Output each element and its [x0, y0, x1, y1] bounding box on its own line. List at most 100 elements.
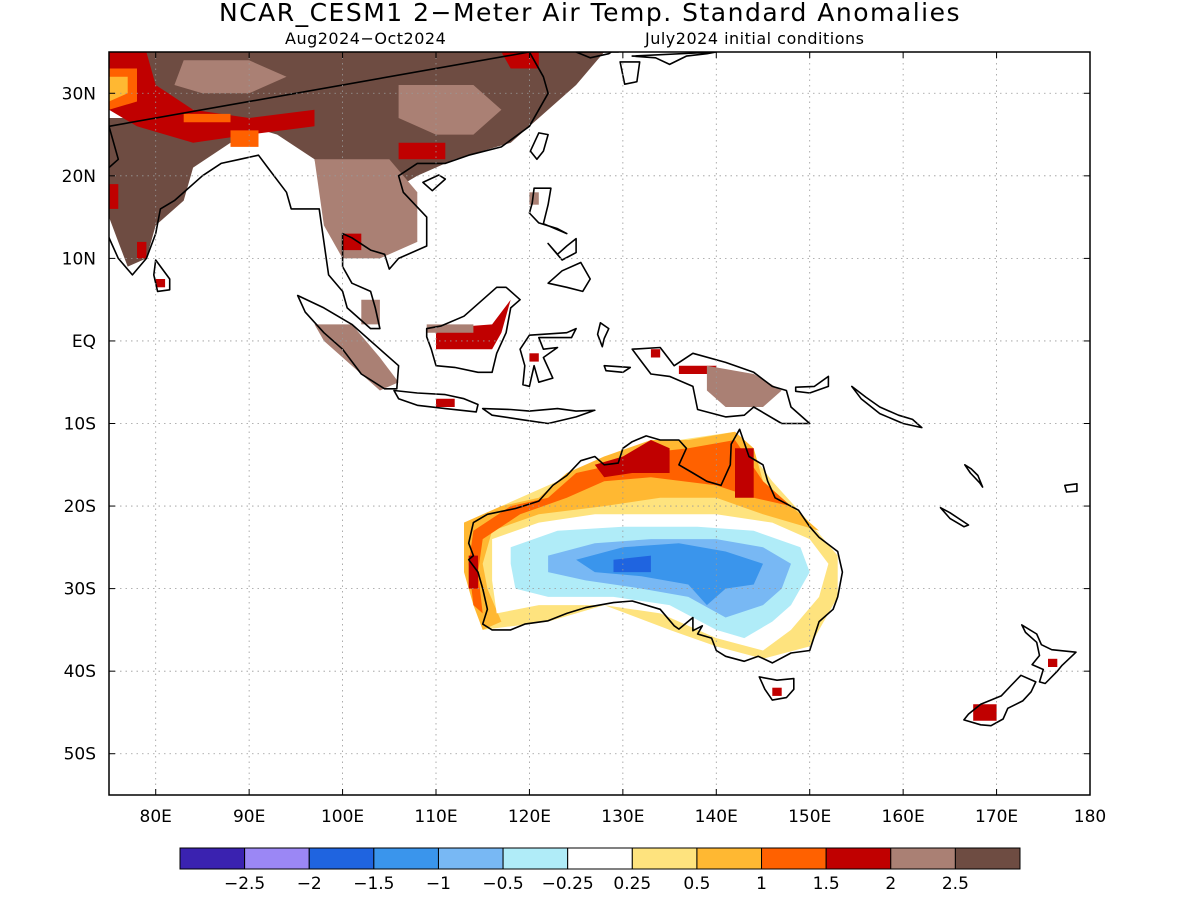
colorbar-swatch — [890, 847, 956, 870]
coastline-nz-south — [963, 674, 1037, 727]
coastline-borneo — [425, 286, 521, 374]
coastline-vanuatu — [963, 463, 984, 488]
coastline-sulawesi — [519, 327, 577, 388]
coastline-australia — [467, 428, 844, 664]
lon-tick-label: 180 — [1074, 807, 1106, 827]
colorbar-label: −1.5 — [353, 874, 394, 894]
graticule — [109, 52, 1090, 795]
coastline-sri-lanka — [153, 259, 171, 293]
anomaly-tibet-lightbrown — [174, 60, 287, 94]
anomaly-australia-darkblue — [613, 555, 651, 573]
lat-tick-label: 20N — [62, 167, 96, 187]
colorbar-label: −2 — [297, 874, 322, 894]
colorbar-label: 2.5 — [942, 874, 969, 894]
coastline-korea — [575, 52, 620, 59]
coastline-new-caledonia — [939, 506, 970, 528]
anomaly-pakistan-yellow — [109, 76, 128, 102]
colorbar-swatch — [502, 847, 569, 870]
anomaly-nepal-orange — [183, 113, 231, 123]
lat-tick-label: 10S — [64, 415, 96, 435]
lon-tick-label: 160E — [882, 807, 925, 827]
coastline-new-britain — [794, 375, 830, 394]
lat-tick-label: 10N — [62, 249, 96, 269]
lat-tick-label: 20S — [64, 497, 96, 517]
colorbar-swatch — [696, 847, 763, 870]
anomaly-indochina-red — [342, 233, 362, 251]
lat-tick-label: 30N — [62, 84, 96, 104]
axis-ticks: 80E 90E 100E 110E 120E 130E 140E 150E 160E 170E 18… — [62, 52, 1106, 827]
coastline-fiji — [1064, 482, 1078, 493]
coastline-lesser-sunda — [481, 407, 596, 425]
anomaly-sulawesi-red — [529, 353, 539, 362]
lon-tick-label: 130E — [601, 807, 644, 827]
coastline-japan-kyushu — [619, 61, 641, 85]
anomaly-java-red — [436, 398, 455, 407]
lat-tick-label: 40S — [64, 662, 96, 682]
coastline-asia-mainland — [109, 52, 549, 330]
coastline-nz-north — [1020, 624, 1077, 685]
colorbar-label: 1 — [756, 874, 767, 894]
lon-tick-label: 120E — [508, 807, 551, 827]
anomaly-nz-north-red — [1048, 658, 1058, 667]
anomaly-malaya-lightbrown — [361, 299, 380, 325]
colorbar-label: −0.25 — [542, 874, 594, 894]
lat-tick-label: 30S — [64, 580, 96, 600]
anomaly-india-west-red — [109, 184, 119, 209]
colorbar-label: 1.5 — [813, 874, 840, 894]
coastline-philippine-islands — [547, 237, 577, 261]
colorbar-swatch — [308, 847, 375, 870]
anomaly-borneo-red — [436, 299, 511, 350]
anomaly-newguinea-lightbrown — [706, 365, 782, 407]
colorbar-label: 0.25 — [613, 874, 651, 894]
anomaly-indochina-lightbrown — [314, 159, 418, 259]
anomaly-china-lightbrown — [398, 85, 502, 135]
initial-conditions: July2024 initial conditions — [645, 29, 865, 48]
lon-tick-label: 80E — [140, 807, 172, 827]
coastline-sumatra — [296, 294, 400, 390]
colorbar-swatch — [179, 847, 246, 870]
forecast-period: Aug2024−Oct2024 — [285, 29, 447, 48]
colorbar: −2.5 −2 −1.5 −1 −0.5 −0.25 0.25 0.5 1 1.5 2 2.5 — [179, 847, 1021, 894]
coastline-luzon — [528, 187, 568, 235]
coastline-taiwan — [529, 132, 549, 161]
lon-tick-label: 150E — [788, 807, 831, 827]
lon-tick-label: 110E — [414, 807, 457, 827]
map-title: NCAR_CESM1 2−Meter Air Temp. Standard An… — [218, 0, 962, 27]
colorbar-label: −2.5 — [224, 874, 265, 894]
anomaly-capeyork-red — [735, 448, 754, 498]
coastline-halmahera — [596, 321, 610, 348]
lon-tick-label: 90E — [233, 807, 265, 827]
lat-tick-label: 50S — [64, 745, 96, 765]
anomaly-tasmania-red — [772, 687, 782, 696]
colorbar-label: −1 — [426, 874, 451, 894]
anomaly-nz-south-red — [973, 704, 997, 721]
anomaly-bangladesh-orange — [230, 130, 259, 147]
anomaly-layer — [109, 52, 1058, 721]
lon-tick-label: 100E — [321, 807, 364, 827]
colorbar-swatch — [954, 847, 1021, 870]
lon-tick-label: 170E — [975, 807, 1018, 827]
coastline-java — [393, 389, 479, 413]
colorbar-swatch — [437, 847, 504, 870]
colorbar-swatch — [373, 847, 439, 870]
anomaly-borneo-lightbrown — [426, 324, 474, 333]
coastline-tasmania — [758, 676, 795, 701]
coastline-layer — [109, 52, 1078, 727]
colorbar-swatch — [631, 847, 698, 870]
anomaly-pakistan-red — [109, 52, 315, 143]
anomaly-south-china-red — [398, 142, 446, 160]
anomaly-nglu-red — [650, 349, 661, 358]
anomaly-india-south-red — [137, 241, 147, 259]
colorbar-label: 2 — [885, 874, 896, 894]
colorbar-swatch — [567, 847, 633, 870]
coastline-new-guinea — [631, 346, 811, 425]
coastline-solomon-islands — [850, 385, 923, 429]
anomaly-australia-darkorange — [468, 440, 791, 614]
lon-tick-label: 140E — [695, 807, 738, 827]
anomaly-india-brown — [109, 118, 231, 267]
coastline-mindanao — [547, 261, 592, 293]
colorbar-label: 0.5 — [683, 874, 710, 894]
anomaly-australia-red-north — [594, 440, 670, 478]
coastline-hainan — [422, 174, 447, 192]
